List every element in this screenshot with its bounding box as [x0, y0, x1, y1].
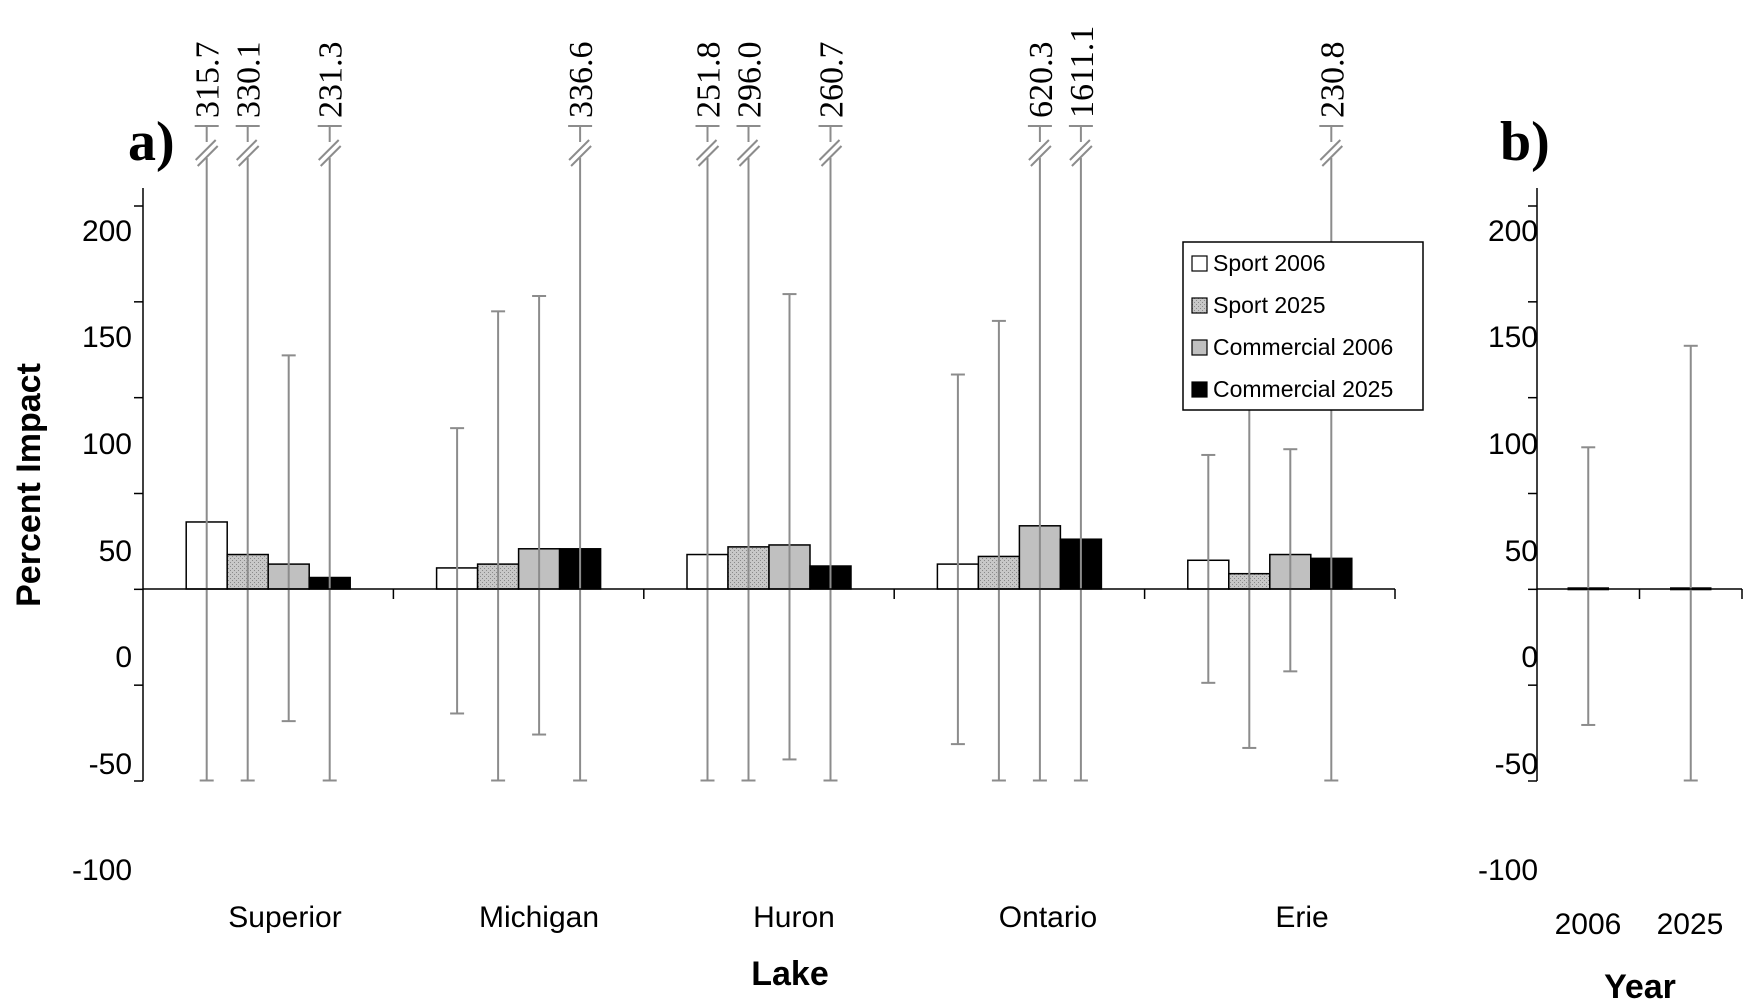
category-label-superior: Superior	[228, 901, 341, 934]
axis-break-mark	[194, 139, 217, 161]
bars	[185, 521, 1353, 590]
legend-box	[1182, 241, 1424, 411]
y-tick-label: 100	[82, 428, 132, 461]
y-tick-label: 100	[1488, 428, 1538, 461]
error-bars: 315.7 330.1 231.3 336.6 251.8 296.0 260.7 620.3…	[190, 26, 1351, 782]
panel-a-label: a)	[128, 111, 175, 173]
legend-swatch-commercial-2006	[1191, 339, 1208, 356]
y-tick-label: -50	[89, 748, 132, 781]
error-value-label: 296.0	[732, 42, 769, 119]
category-label-2025: 2025	[1657, 908, 1724, 941]
category-label-erie: Erie	[1275, 901, 1328, 934]
axes	[1528, 188, 1743, 782]
legend-swatch-sport-2006	[1191, 255, 1208, 272]
axis-break-mark	[697, 145, 720, 167]
y-tick-label: 50	[99, 535, 132, 568]
y-tick-label: 0	[115, 641, 132, 674]
error-value-label: 315.7	[190, 42, 227, 119]
axis-break-mark	[196, 145, 219, 167]
category-label-ontario: Ontario	[999, 901, 1097, 934]
error-value-label: 620.3	[1023, 42, 1060, 119]
error-value-label: 336.6	[563, 42, 600, 119]
axis-break-mark	[738, 145, 761, 167]
axis-break-mark	[1069, 139, 1091, 161]
axis-break-mark	[1071, 145, 1093, 167]
x-axis-title: Lake	[751, 955, 829, 993]
axis-break-mark	[568, 139, 590, 161]
legend-swatch-commercial-2025	[1191, 381, 1208, 398]
y-axis-tick-labels: 200 150 100 50 0 -50 -100	[72, 215, 132, 887]
x-axis-category-labels: 2006 2025	[1555, 908, 1724, 941]
legend-label-sport-2025: Sport 2025	[1213, 292, 1326, 318]
axis-break-mark	[317, 139, 340, 161]
axis-break-mark	[1028, 139, 1050, 161]
x-axis-title: Year	[1604, 968, 1676, 1006]
error-value-label: 251.8	[691, 42, 728, 119]
axis-break-mark	[818, 139, 841, 161]
error-value-label: 231.3	[313, 42, 350, 119]
axis-break-mark	[237, 145, 260, 167]
category-label-2006: 2006	[1555, 908, 1622, 941]
y-axis-tick-labels: 200 150 100 50 0 -50 -100	[1478, 215, 1538, 887]
axis-break-mark	[1030, 145, 1052, 167]
axis-break-mark	[695, 139, 718, 161]
y-tick-label: 150	[82, 321, 132, 354]
y-tick-label: 50	[1505, 535, 1538, 568]
axis-break-mark	[235, 139, 258, 161]
legend: Sport 2006 Sport 2025 Commercial 2006 Co…	[1182, 241, 1424, 411]
panel-b-chart: b) Year 200 150 100 50 0 -50 -100 2006 2…	[1478, 111, 1743, 1006]
legend-label-commercial-2006: Commercial 2006	[1213, 334, 1393, 360]
y-axis-title: Percent Impact	[10, 363, 48, 607]
error-value-label: 330.1	[231, 42, 268, 119]
axes	[134, 188, 1396, 782]
y-tick-label: 200	[1488, 215, 1538, 248]
y-tick-label: 0	[1521, 641, 1538, 674]
category-label-huron: Huron	[753, 901, 835, 934]
legend-label-commercial-2025: Commercial 2025	[1213, 376, 1393, 402]
y-tick-label: 200	[82, 215, 132, 248]
axis-break-mark	[1321, 145, 1344, 167]
category-label-michigan: Michigan	[479, 901, 599, 934]
error-bars	[1581, 344, 1698, 782]
axis-break-mark	[1319, 139, 1342, 161]
axis-break-mark	[319, 145, 342, 167]
axis-break-mark	[736, 139, 759, 161]
legend-swatch-sport-2025	[1191, 297, 1208, 314]
y-tick-label: -100	[1478, 854, 1538, 887]
error-value-label: 1611.1	[1064, 26, 1101, 118]
y-tick-label: 150	[1488, 321, 1538, 354]
panel-a-chart: a) Percent Impact Lake 200 150 100 50 0 …	[10, 26, 1424, 993]
panel-b-label: b)	[1500, 111, 1550, 173]
legend-label-sport-2006: Sport 2006	[1213, 250, 1326, 276]
x-axis-category-labels: Superior Michigan Huron Ontario Erie	[228, 901, 1328, 934]
y-tick-label: -100	[72, 854, 132, 887]
y-tick-label: -50	[1495, 748, 1538, 781]
error-value-label: 260.7	[814, 42, 851, 119]
axis-break-mark	[820, 145, 843, 167]
axis-break-mark	[570, 145, 592, 167]
error-value-label: 230.8	[1314, 42, 1351, 119]
